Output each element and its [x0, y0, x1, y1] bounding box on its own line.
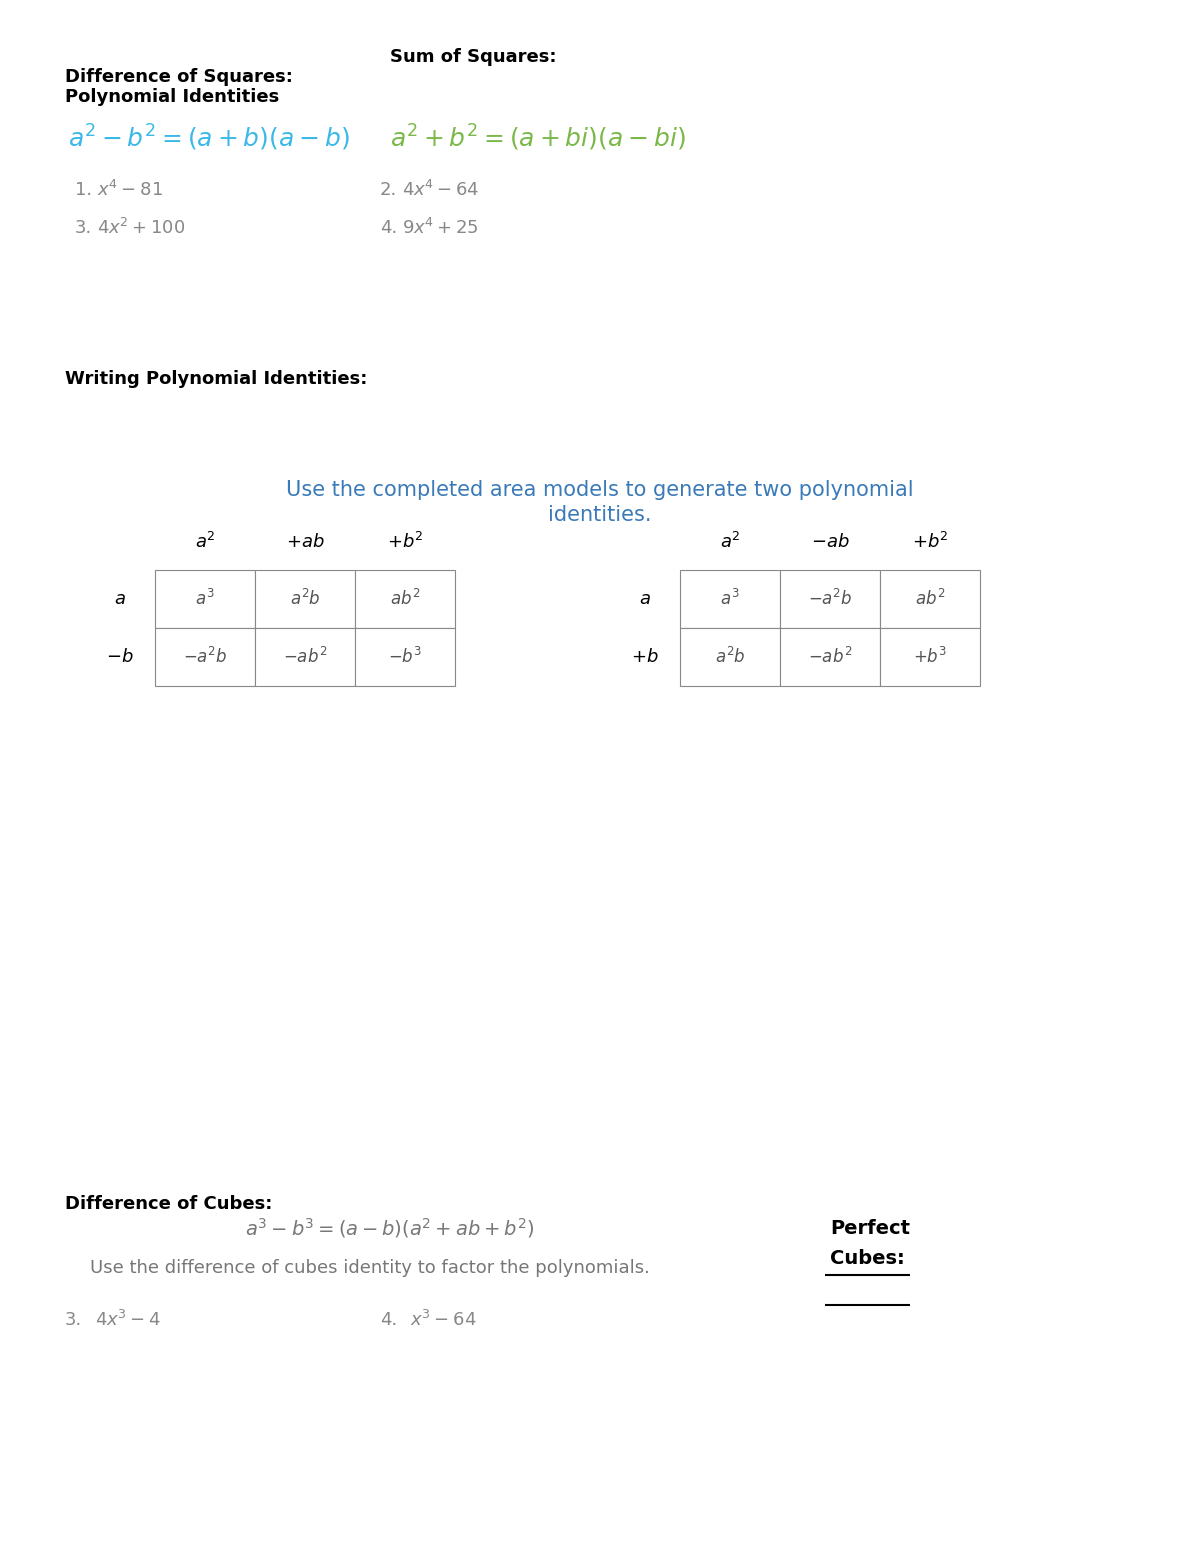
Bar: [780, 570, 880, 627]
Text: Difference of Cubes:: Difference of Cubes:: [65, 1194, 272, 1213]
Text: Use the difference of cubes identity to factor the polynomials.: Use the difference of cubes identity to …: [90, 1259, 650, 1277]
Text: Sum of Squares:: Sum of Squares:: [390, 48, 557, 65]
Text: $-ab^2$: $-ab^2$: [808, 648, 852, 668]
Bar: [780, 627, 880, 686]
Text: $a^3$: $a^3$: [196, 589, 215, 609]
Bar: [355, 570, 455, 627]
Text: $a^2$: $a^2$: [194, 533, 215, 551]
Text: Use the completed area models to generate two polynomial: Use the completed area models to generat…: [286, 480, 914, 500]
Text: $a^2b$: $a^2b$: [289, 589, 320, 609]
Text: $a^3$: $a^3$: [720, 589, 739, 609]
Text: $4x^3 - 4$: $4x^3 - 4$: [95, 1309, 161, 1329]
Text: $+ b^2$: $+ b^2$: [386, 533, 424, 551]
Bar: [155, 627, 256, 686]
Text: $a$: $a$: [640, 590, 650, 609]
Text: Polynomial Identities: Polynomial Identities: [65, 89, 280, 106]
Text: $ab^2$: $ab^2$: [390, 589, 420, 609]
Text: Writing Polynomial Identities:: Writing Polynomial Identities:: [65, 370, 367, 388]
Text: 4.: 4.: [380, 219, 397, 238]
Text: $4x^4 - 64$: $4x^4 - 64$: [402, 180, 480, 200]
Bar: [256, 627, 355, 686]
Text: $+ b^2$: $+ b^2$: [912, 533, 948, 551]
Text: $x^3 - 64$: $x^3 - 64$: [410, 1309, 476, 1329]
Text: $a^3 - b^3 = (a - b)(a^2 + ab + b^2)$: $a^3 - b^3 = (a - b)(a^2 + ab + b^2)$: [245, 1216, 535, 1239]
Text: 4.: 4.: [380, 1311, 397, 1329]
Text: $a$: $a$: [114, 590, 126, 609]
Text: $a^2$: $a^2$: [720, 533, 740, 551]
Bar: [680, 627, 780, 686]
Text: $9x^4 + 25$: $9x^4 + 25$: [402, 217, 479, 238]
Text: identities.: identities.: [548, 505, 652, 525]
Text: $-b^3$: $-b^3$: [388, 648, 422, 668]
Bar: [155, 570, 256, 627]
Text: 3.: 3.: [74, 219, 92, 238]
Bar: [880, 627, 980, 686]
Text: $-a^2b$: $-a^2b$: [182, 648, 227, 668]
Text: $+ ab$: $+ ab$: [286, 533, 324, 551]
Text: $- ab$: $- ab$: [811, 533, 850, 551]
Text: $4x^2 + 100$: $4x^2 + 100$: [97, 217, 186, 238]
Bar: [880, 570, 980, 627]
Text: $- b$: $- b$: [106, 648, 134, 666]
Text: Cubes:: Cubes:: [830, 1249, 905, 1267]
Text: $+b^3$: $+b^3$: [913, 648, 947, 668]
Text: Difference of Squares:: Difference of Squares:: [65, 68, 293, 85]
Text: 2.: 2.: [380, 182, 397, 199]
Text: $a^2b$: $a^2b$: [715, 648, 745, 668]
Text: $ab^2$: $ab^2$: [914, 589, 946, 609]
Text: 3.: 3.: [65, 1311, 83, 1329]
Text: $a^2-b^2= (a + b)(a - b)$: $a^2-b^2= (a + b)(a - b)$: [68, 123, 350, 154]
Text: $+b$: $+b$: [631, 648, 659, 666]
Text: $-ab^2$: $-ab^2$: [283, 648, 328, 668]
Bar: [680, 570, 780, 627]
Bar: [256, 570, 355, 627]
Bar: [355, 627, 455, 686]
Text: Perfect: Perfect: [830, 1219, 910, 1238]
Text: $-a^2b$: $-a^2b$: [808, 589, 852, 609]
Text: $a^2+b^2 = (a+bi)(a-bi)$: $a^2+b^2 = (a+bi)(a-bi)$: [390, 123, 685, 154]
Text: 1.: 1.: [74, 182, 92, 199]
Text: $x^4 - 81$: $x^4 - 81$: [97, 180, 163, 200]
